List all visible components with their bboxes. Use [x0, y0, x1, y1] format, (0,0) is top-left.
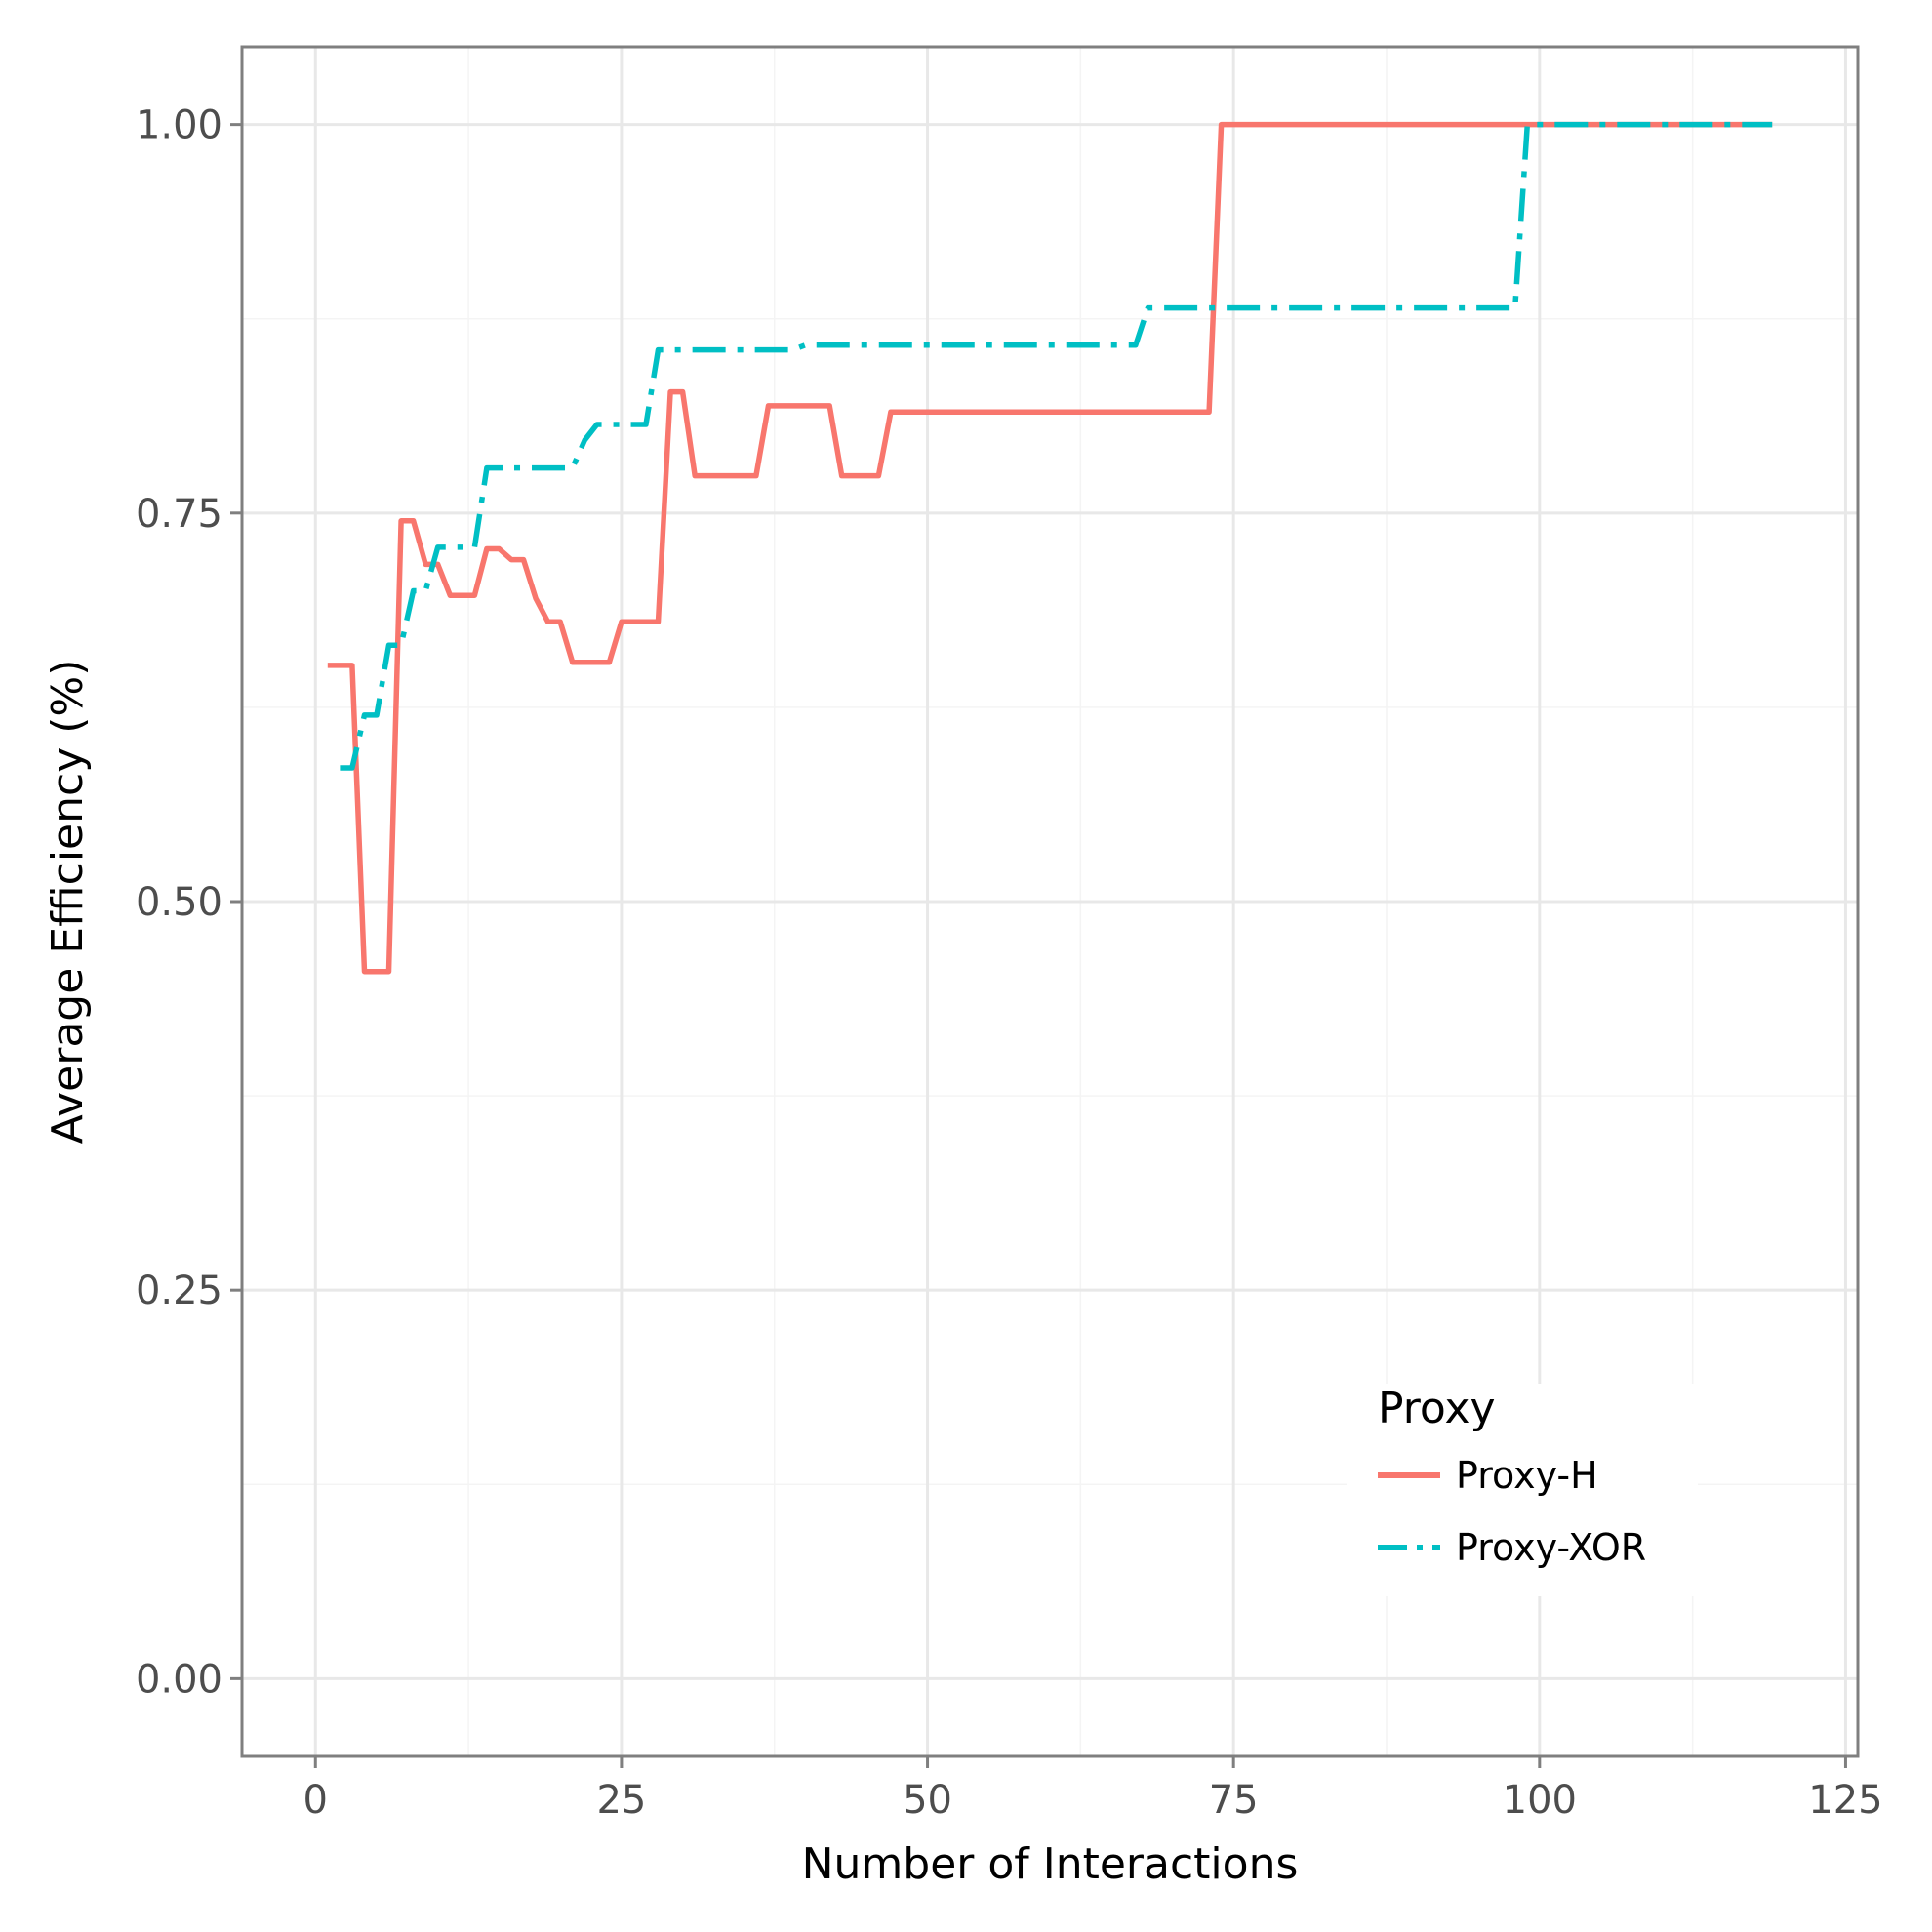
x-tick-label: 100 — [1503, 1778, 1577, 1823]
x-tick-label: 25 — [596, 1778, 646, 1823]
x-axis: 0 25 50 75 100 125 — [303, 1756, 1883, 1823]
y-axis-title: Average Efficiency (%) — [43, 660, 93, 1145]
y-tick-label: 1.00 — [136, 103, 222, 148]
legend-title: Proxy — [1378, 1384, 1496, 1433]
y-tick-label: 0.00 — [136, 1657, 222, 1702]
legend: Proxy Proxy-H Proxy-XOR — [1347, 1384, 1698, 1596]
series-line-proxy-xor — [340, 121, 1773, 771]
y-tick-label: 0.25 — [136, 1268, 222, 1313]
x-tick-label: 0 — [303, 1778, 328, 1823]
series-layer — [327, 121, 1773, 975]
legend-background — [1347, 1384, 1698, 1596]
y-tick-label: 0.50 — [136, 880, 222, 925]
x-tick-label: 125 — [1808, 1778, 1882, 1823]
x-axis-title: Number of Interactions — [802, 1839, 1299, 1889]
legend-label-proxy-h: Proxy-H — [1456, 1454, 1598, 1497]
legend-label-proxy-xor: Proxy-XOR — [1456, 1526, 1646, 1569]
x-tick-label: 50 — [903, 1778, 952, 1823]
y-axis: 0.00 0.25 0.50 0.75 1.00 — [136, 103, 242, 1702]
y-tick-label: 0.75 — [136, 492, 222, 537]
series-line-proxy-h — [327, 121, 1773, 975]
x-tick-label: 75 — [1209, 1778, 1259, 1823]
